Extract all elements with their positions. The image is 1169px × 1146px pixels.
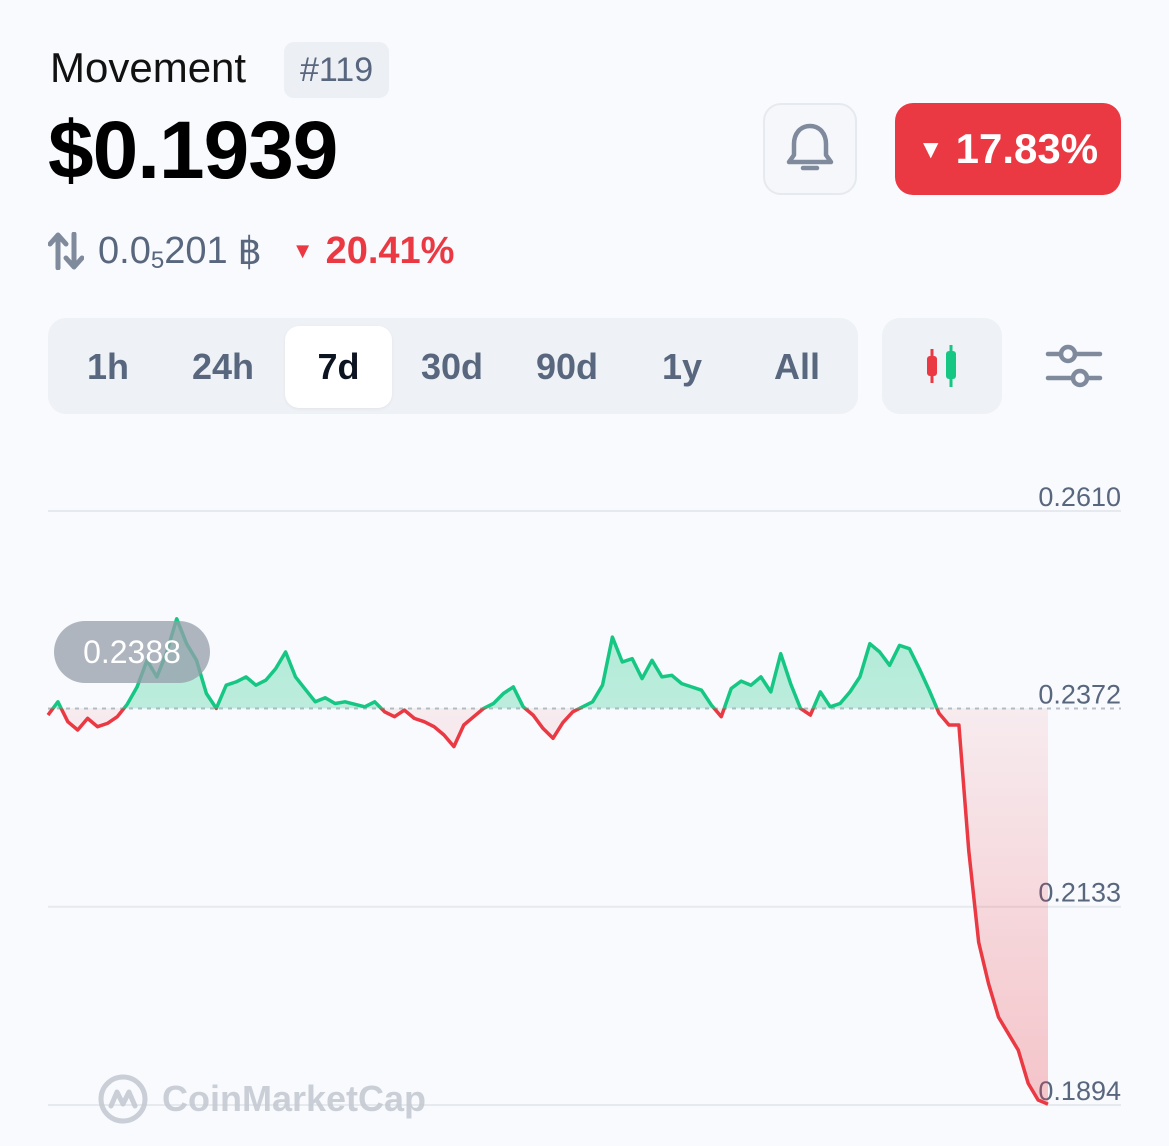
coinmarketcap-logo-icon xyxy=(98,1074,148,1124)
tab-7d[interactable]: 7d xyxy=(285,326,392,408)
price-change-badge: ▼ 17.83% xyxy=(895,103,1121,195)
btc-price-digits: 201 xyxy=(164,229,228,272)
tab-1y[interactable]: 1y xyxy=(661,346,703,387)
tab-all[interactable]: All xyxy=(773,346,820,387)
price-line-up xyxy=(50,617,939,709)
price-chart[interactable]: 0.2610 0.2372 0.2133 0.1894 xyxy=(0,440,1169,1140)
y-tick-label: 0.2133 xyxy=(1038,878,1121,908)
y-axis-labels: 0.2610 0.2372 0.2133 0.1894 xyxy=(1038,482,1121,1106)
y-tick-label: 0.2610 xyxy=(1038,482,1121,512)
tab-24h[interactable]: 24h xyxy=(191,346,255,387)
price-line-down xyxy=(46,708,1049,1106)
btc-symbol: ฿ xyxy=(237,230,262,273)
tab-1h[interactable]: 1h xyxy=(86,346,129,387)
price-change-value: 17.83% xyxy=(955,125,1099,172)
btc-change-value: 20.41% xyxy=(325,229,455,272)
tab-90d[interactable]: 90d xyxy=(535,346,599,387)
sliders-icon xyxy=(1045,344,1103,388)
triangle-down-icon: ▼ xyxy=(917,133,944,164)
btc-price-zero-count: 5 xyxy=(150,247,165,274)
bell-icon xyxy=(786,123,834,171)
coinmarketcap-watermark: CoinMarketCap xyxy=(96,1072,426,1126)
y-tick-label: 0.2372 xyxy=(1038,679,1121,709)
chart-type-button[interactable] xyxy=(882,318,1002,414)
btc-price-prefix: 0.0 xyxy=(98,229,151,272)
area-fill-up xyxy=(48,618,1048,709)
btc-price-row: 0.0 5 201 ฿ ▼ 20.41% xyxy=(48,226,454,276)
chart-grid xyxy=(48,510,1121,1106)
coin-price: $0.1939 xyxy=(48,105,338,196)
time-range-tabs: 1h 24h 7d 30d 90d 1y All xyxy=(48,318,858,414)
candlestick-icon xyxy=(927,345,956,387)
y-tick-label: 0.1894 xyxy=(1038,1076,1121,1106)
tab-30d[interactable]: 30d xyxy=(420,346,484,387)
coin-name: Movement xyxy=(50,44,247,91)
swap-arrows-icon[interactable] xyxy=(48,232,84,270)
reference-price-label: 0.2388 xyxy=(54,621,210,683)
price-alert-button[interactable] xyxy=(763,103,857,195)
chart-settings-button[interactable] xyxy=(1044,338,1104,394)
triangle-down-icon: ▼ xyxy=(291,238,314,263)
rank-badge: #119 xyxy=(284,42,390,98)
watermark-text: CoinMarketCap xyxy=(162,1078,427,1119)
